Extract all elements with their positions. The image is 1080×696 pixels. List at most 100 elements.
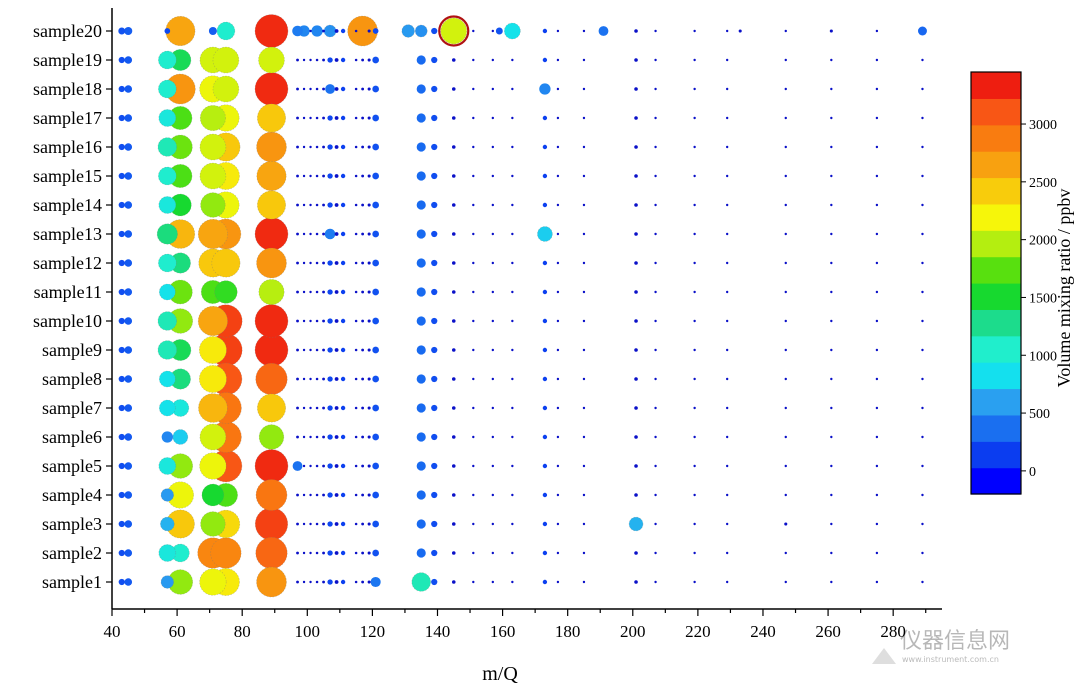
bubble-mark — [654, 464, 657, 468]
bubble-mark — [472, 435, 475, 439]
bubble-mark — [199, 162, 227, 190]
bubble-mark — [327, 463, 333, 469]
bubble-mark — [654, 261, 657, 265]
bubble-mark — [296, 377, 299, 381]
bubble-mark — [322, 348, 325, 352]
bubble-mark — [199, 423, 227, 451]
x-tick-label: 260 — [815, 622, 841, 641]
bubble-mark — [199, 452, 227, 480]
bubble-mark — [334, 580, 339, 584]
bubble-mark — [875, 522, 879, 526]
bubble-mark — [693, 87, 696, 91]
bubble-mark — [118, 520, 125, 528]
bubble-mark — [875, 464, 879, 468]
bubble-mark — [875, 551, 879, 555]
bubble-mark — [634, 348, 638, 352]
bubble-mark — [542, 579, 548, 585]
bubble-mark — [582, 29, 586, 33]
bubble-mark — [431, 346, 438, 354]
bubble-mark — [327, 318, 333, 324]
bubble-mark — [372, 520, 379, 528]
bubble-mark — [124, 375, 133, 383]
bubble-mark — [451, 406, 456, 410]
bubble-mark — [118, 346, 125, 354]
bubble-mark — [472, 29, 475, 33]
bubble-mark — [472, 232, 475, 236]
bubble-mark — [830, 203, 833, 207]
bubble-mark — [634, 319, 638, 323]
bubble-mark — [158, 196, 177, 214]
bubble-mark — [654, 319, 657, 323]
bubble-mark — [654, 58, 657, 62]
bubble-mark — [322, 551, 325, 555]
bubble-mark — [354, 319, 358, 323]
bubble-mark — [401, 24, 415, 38]
bubble-mark — [440, 17, 468, 45]
bubble-mark — [416, 229, 426, 239]
bubble-mark — [118, 288, 125, 296]
bubble-mark — [361, 377, 365, 381]
bubble-mark — [472, 522, 475, 526]
bubble-mark — [158, 166, 177, 186]
bubble-mark — [542, 434, 548, 440]
bubble-mark — [354, 290, 358, 294]
bubble-mark — [491, 377, 495, 381]
colorbar-segment — [971, 177, 1021, 205]
y-tick-label: sample14 — [33, 195, 102, 215]
bubble-mark — [327, 550, 333, 556]
bubble-mark — [582, 406, 586, 410]
bubble-mark — [472, 174, 475, 178]
bubble-mark — [693, 261, 696, 265]
y-tick-label: sample2 — [42, 543, 102, 563]
bubble-mark — [361, 87, 365, 91]
bubble-mark — [372, 201, 379, 209]
bubble-mark — [416, 374, 426, 384]
bubble-mark — [354, 464, 358, 468]
bubble-mark — [784, 319, 787, 323]
bubble-mark — [327, 434, 333, 440]
bubble-mark — [556, 145, 560, 149]
bubble-mark — [334, 348, 339, 352]
bubble-mark — [372, 404, 379, 412]
y-tick-label: sample5 — [42, 456, 102, 476]
bubble-mark — [322, 232, 325, 236]
bubble-mark — [309, 464, 312, 468]
bubble-mark — [725, 203, 729, 207]
bubble-mark — [302, 493, 306, 497]
bubble-mark — [302, 261, 306, 265]
bubble-mark — [302, 551, 306, 555]
bubble-mark — [372, 491, 379, 499]
bubble-mark — [324, 228, 336, 240]
bubble-mark — [431, 433, 438, 441]
y-tick-label: sample19 — [33, 50, 102, 70]
bubble-mark — [491, 580, 495, 584]
bubble-mark — [875, 58, 879, 62]
bubble-mark — [340, 521, 346, 527]
bubble-mark — [511, 116, 514, 120]
bubble-mark — [372, 56, 379, 64]
bubble-mark — [582, 435, 586, 439]
bubble-mark — [654, 435, 657, 439]
colorbar-tick-label: 1000 — [1029, 349, 1057, 364]
bubble-mark — [654, 145, 657, 149]
bubble-mark — [118, 56, 125, 64]
bubble-mark — [255, 362, 288, 396]
bubble-mark — [495, 27, 503, 35]
bubble-mark — [830, 174, 833, 178]
bubble-mark — [542, 28, 548, 34]
bubble-mark — [302, 348, 306, 352]
bubble-mark — [416, 403, 426, 413]
bubble-mark — [296, 435, 299, 439]
bubble-mark — [372, 433, 379, 441]
bubble-mark — [157, 137, 178, 157]
bubble-mark — [921, 203, 924, 207]
bubble-mark — [367, 435, 371, 439]
bubble-mark — [431, 56, 438, 64]
bubble-mark — [542, 57, 548, 63]
bubble-mark — [354, 377, 358, 381]
bubble-mark — [361, 406, 365, 410]
bubble-mark — [693, 493, 696, 497]
x-tick-label: 100 — [295, 622, 321, 641]
bubble-mark — [160, 516, 175, 532]
